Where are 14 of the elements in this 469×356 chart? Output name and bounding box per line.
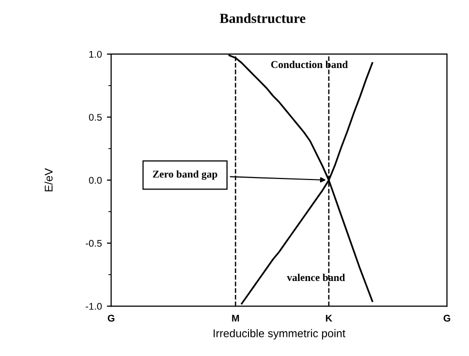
x-tick-label: G — [444, 314, 450, 322]
y-tick-label: 0.5 — [88, 114, 102, 121]
chart-title: Bandstructure — [220, 13, 306, 24]
x-tick-label: G — [108, 314, 114, 322]
y-tick-label: -1.0 — [86, 302, 102, 310]
x-axis-title: Irreducible symmetric point — [214, 329, 346, 340]
annotation: Zero band gap — [152, 170, 218, 180]
x-tick-label: K — [326, 314, 332, 322]
y-axis-title: E/eV — [44, 168, 53, 192]
y-tick-label: -0.5 — [86, 240, 102, 247]
x-tick-label: M — [232, 314, 239, 322]
annotation: Conduction band — [271, 60, 348, 68]
y-tick-label: 0.0 — [88, 176, 102, 184]
y-tick-label: 1.0 — [89, 50, 102, 58]
